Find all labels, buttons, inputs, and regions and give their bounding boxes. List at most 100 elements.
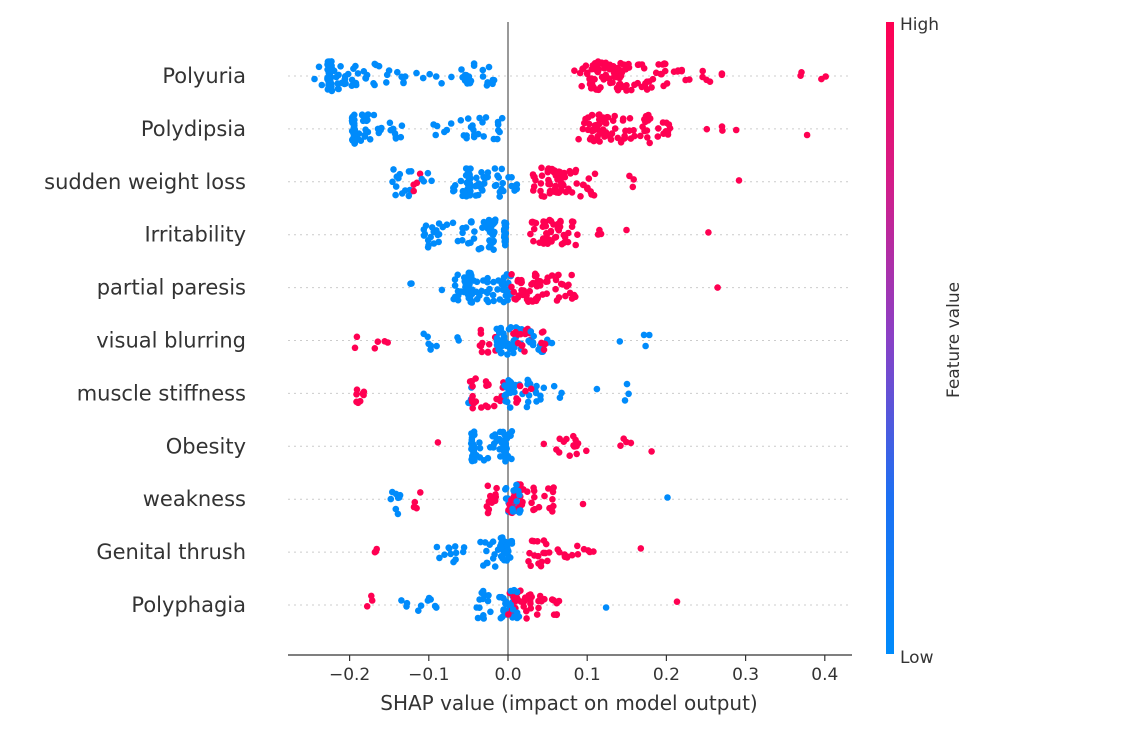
shap-point — [588, 191, 595, 198]
shap-point — [541, 492, 548, 500]
shap-point — [486, 541, 494, 548]
shap-point — [699, 67, 706, 75]
shap-point — [311, 75, 318, 83]
shap-point — [547, 237, 554, 244]
shap-point — [454, 271, 462, 279]
shap-point — [545, 549, 553, 556]
shap-point — [517, 330, 524, 338]
shap-point — [458, 66, 465, 73]
shap-point — [533, 272, 540, 279]
shap-point — [424, 597, 432, 604]
shap-point — [591, 60, 599, 67]
shap-point — [485, 498, 493, 505]
shap-point — [410, 187, 418, 195]
shap-point — [803, 131, 811, 139]
shap-point — [523, 615, 530, 622]
shap-point — [468, 219, 475, 226]
feature-label: muscle stiffness — [77, 381, 246, 405]
shap-point — [324, 58, 332, 65]
shap-point — [474, 614, 482, 622]
shap-point — [421, 230, 429, 238]
shap-point — [611, 112, 618, 120]
shap-point — [530, 484, 537, 492]
shap-point — [540, 440, 548, 448]
shap-point — [580, 181, 587, 189]
shap-point — [568, 551, 576, 559]
shap-point — [585, 120, 593, 128]
shap-point — [585, 175, 593, 182]
shap-point — [628, 86, 635, 94]
shap-point — [438, 286, 446, 294]
shap-point — [643, 86, 651, 93]
shap-point — [550, 382, 558, 390]
shap-point — [510, 487, 517, 494]
shap-point — [490, 297, 498, 305]
shap-point — [459, 237, 466, 244]
shap-point — [479, 73, 487, 80]
shap-point — [510, 288, 518, 296]
shap-point — [508, 428, 516, 435]
shap-point — [422, 222, 430, 229]
shap-point — [645, 111, 652, 119]
shap-point — [574, 542, 581, 550]
shap-point — [479, 119, 486, 126]
shap-point — [535, 604, 542, 612]
shap-point — [494, 121, 502, 128]
shap-point — [642, 118, 649, 126]
shap-point — [644, 134, 651, 141]
shap-point — [368, 597, 376, 604]
shap-point — [386, 119, 394, 127]
shap-point — [447, 550, 455, 558]
shap-point — [348, 82, 356, 89]
shap-point — [553, 297, 561, 304]
shap-point — [732, 126, 740, 134]
shap-point — [563, 283, 570, 290]
shap-point — [491, 563, 499, 570]
shap-point — [478, 348, 486, 356]
shap-point — [487, 242, 494, 249]
shap-point — [476, 604, 483, 611]
shap-point — [591, 76, 598, 83]
shap-point — [484, 403, 492, 411]
shap-point — [430, 228, 438, 236]
shap-point — [530, 183, 538, 190]
shap-point — [465, 173, 472, 181]
shap-point — [623, 226, 630, 234]
shap-point — [540, 346, 548, 354]
feature-label: Polydipsia — [141, 117, 246, 141]
shap-point — [818, 75, 825, 83]
shap-point — [480, 277, 487, 284]
shap-point — [530, 225, 538, 233]
shap-point — [501, 231, 508, 239]
shap-point — [608, 130, 616, 137]
shap-point — [485, 592, 492, 599]
shap-point — [508, 271, 515, 278]
shap-point — [527, 600, 534, 607]
shap-point — [540, 549, 547, 557]
shap-point — [496, 397, 504, 405]
shap-point — [626, 115, 634, 122]
shap-point — [564, 238, 572, 246]
shap-point — [545, 485, 552, 492]
shap-point — [637, 545, 645, 552]
shap-point — [433, 543, 441, 551]
feature-label: partial paresis — [97, 276, 246, 300]
shap-point — [620, 83, 627, 90]
shap-point — [474, 191, 482, 199]
shap-point — [548, 272, 556, 279]
shap-point — [470, 277, 477, 284]
shap-point — [490, 278, 497, 286]
shap-point — [400, 78, 407, 86]
shap-point — [497, 553, 505, 560]
shap-point — [621, 397, 629, 404]
shap-point — [315, 63, 323, 71]
shap-point — [546, 181, 554, 188]
shap-point — [601, 65, 608, 72]
shap-point — [560, 231, 568, 239]
x-axis-ticks: −0.2 −0.1 0.0 0.1 0.2 0.3 0.4 — [329, 655, 838, 685]
shap-point — [538, 164, 545, 172]
shap-point — [480, 218, 488, 226]
shap-point — [549, 508, 556, 515]
shap-point — [557, 217, 564, 225]
shap-point — [568, 295, 576, 302]
